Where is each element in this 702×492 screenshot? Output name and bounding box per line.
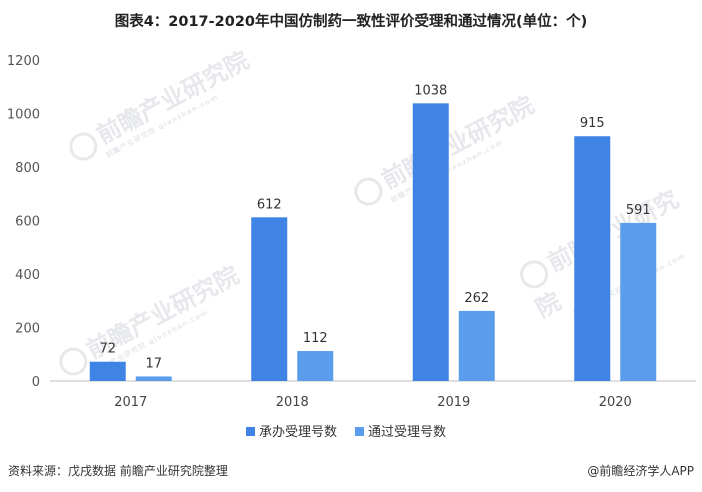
x-tick-label: 2019: [437, 395, 470, 410]
data-label: 915: [580, 116, 605, 131]
source-note: 资料来源：戊戌数据 前瞻产业研究院整理: [8, 464, 228, 478]
y-tick-label: 600: [15, 215, 40, 230]
data-label: 112: [303, 331, 328, 346]
bar-approved: [297, 351, 334, 381]
bar-approved: [458, 310, 495, 381]
bar-accepted: [89, 361, 126, 381]
y-tick-label: 1200: [7, 54, 40, 69]
y-tick-label: 1000: [7, 108, 40, 123]
bar-approved: [620, 222, 657, 381]
data-label: 591: [626, 203, 651, 218]
bar-accepted: [251, 217, 288, 381]
y-tick-label: 800: [15, 161, 40, 176]
legend-label: 承办受理号数: [259, 425, 337, 440]
chart-title: 图表4：2017-2020年中国仿制药一致性评价受理和通过情况(单位：个): [114, 14, 588, 30]
x-tick-label: 2017: [114, 395, 147, 410]
y-tick-label: 400: [15, 268, 40, 283]
x-tick-label: 2020: [599, 395, 632, 410]
x-tick-label: 2018: [276, 395, 309, 410]
data-label: 1038: [414, 83, 447, 98]
brand-credit: @前瞻经济学人APP: [587, 464, 694, 478]
data-label: 262: [464, 291, 489, 306]
data-label: 17: [145, 356, 162, 371]
bar-accepted: [412, 103, 449, 382]
legend-label: 通过受理号数: [368, 425, 446, 440]
legend-swatch: [246, 427, 255, 436]
data-label: 612: [257, 197, 282, 212]
y-tick-label: 200: [15, 322, 40, 337]
legend-swatch: [355, 427, 364, 436]
y-tick-label: 0: [32, 375, 40, 390]
bar-accepted: [574, 136, 611, 381]
bar-approved: [135, 376, 172, 381]
data-label: 72: [99, 342, 116, 357]
